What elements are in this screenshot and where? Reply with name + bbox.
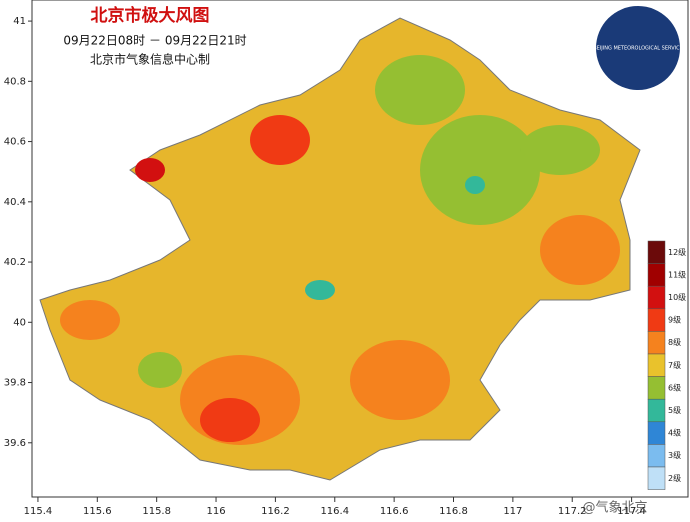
legend-label: 7级	[668, 360, 681, 370]
legend-label: 3级	[668, 450, 681, 460]
logo-text: BEIJING METEOROLOGICAL SERVICE	[593, 46, 683, 52]
title: 北京市极大风图	[91, 5, 210, 26]
wind-area	[540, 215, 620, 285]
wind-area	[305, 280, 335, 300]
legend-swatch	[647, 444, 666, 468]
x-tick-label: 116.6	[380, 506, 409, 517]
y-tick-label: 39.6	[4, 438, 26, 449]
x-tick-label: 116.2	[261, 506, 290, 517]
wind-area	[375, 55, 465, 125]
y-tick-label: 41	[13, 16, 26, 27]
x-tick-label: 115.8	[142, 506, 171, 517]
x-tick-label: 115.6	[83, 506, 112, 517]
x-tick-label: 116.4	[320, 506, 349, 517]
x-tick-label: 115.4	[24, 506, 53, 517]
y-tick-label: 40.2	[4, 257, 26, 268]
x-tick-label: 117.2	[558, 506, 587, 517]
legend-swatch	[647, 421, 666, 445]
legend-swatch	[647, 466, 666, 490]
watermark: @气象北京	[582, 500, 647, 516]
legend-swatch	[647, 240, 666, 264]
legend-label: 9级	[668, 315, 681, 325]
legend-label: 11级	[668, 269, 686, 279]
wind-area	[420, 115, 540, 225]
x-tick-label: 117.4	[617, 506, 646, 517]
legend-swatch	[647, 376, 666, 400]
legend-label: 8级	[668, 337, 681, 347]
y-tick-label: 40.8	[4, 76, 26, 87]
wind-area	[520, 125, 600, 175]
legend-swatch	[647, 353, 666, 377]
wind-area	[350, 340, 450, 420]
legend-label: 10级	[668, 292, 686, 302]
wind-area	[135, 158, 165, 182]
legend-swatch	[647, 308, 666, 332]
period: 09月22日08时 － 09月22日21时	[63, 34, 246, 48]
legend-label: 6级	[668, 382, 681, 392]
wind-area	[60, 300, 120, 340]
x-tick-label: 116.8	[439, 506, 468, 517]
legend-swatch	[647, 263, 666, 287]
wind-area	[200, 398, 260, 442]
wind-area	[138, 352, 182, 388]
legend-swatch	[647, 285, 666, 310]
logo-circle	[596, 6, 680, 90]
legend-label: 5级	[668, 405, 681, 415]
y-tick-label: 40	[13, 317, 26, 328]
logo: BEIJING METEOROLOGICAL SERVICE	[593, 6, 683, 90]
legend-label: 4级	[668, 428, 681, 438]
wind-area	[250, 115, 310, 165]
wind-area	[465, 176, 485, 194]
legend-swatch	[647, 331, 666, 355]
legend-label: 2级	[668, 473, 681, 483]
beijing-region	[39, 17, 641, 481]
x-tick-label: 116	[206, 506, 225, 517]
y-tick-label: 40.4	[4, 197, 26, 208]
y-tick-label: 40.6	[4, 137, 26, 148]
producer: 北京市气象信息中心制	[90, 52, 210, 67]
y-tick-label: 39.8	[4, 378, 26, 389]
x-tick-label: 117	[503, 506, 522, 517]
legend-swatch	[647, 398, 666, 423]
legend-label: 12级	[668, 247, 686, 257]
